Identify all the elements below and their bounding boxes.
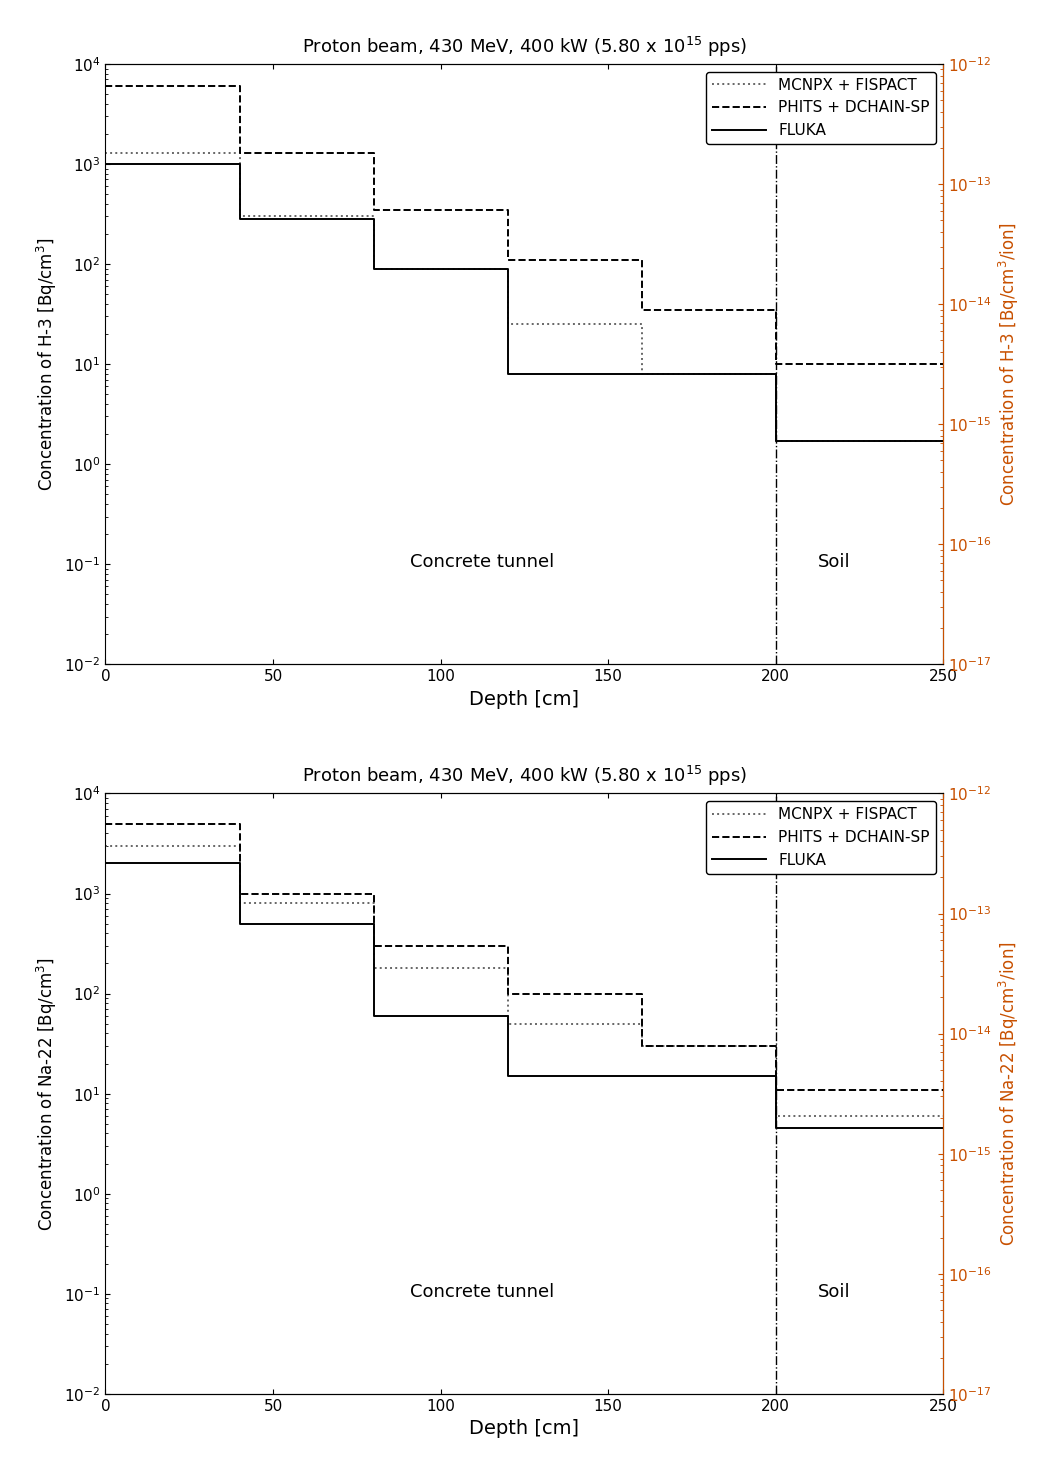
FLUKA — [770, 1119, 782, 1137]
Y-axis label: Concentration of Na-22 [Bq/cm$^3$]: Concentration of Na-22 [Bq/cm$^3$] — [35, 957, 59, 1230]
MCNPX + FISPACT — [367, 959, 380, 977]
MCNPX + FISPACT — [367, 259, 380, 277]
PHITS + DCHAIN-SP — [937, 1081, 949, 1099]
MCNPX + FISPACT — [99, 837, 112, 854]
MCNPX + FISPACT — [233, 894, 246, 912]
FLUKA — [636, 1068, 648, 1086]
MCNPX + FISPACT — [636, 1037, 648, 1055]
FLUKA — [636, 365, 648, 383]
Text: Soil: Soil — [818, 1283, 851, 1301]
FLUKA — [233, 211, 246, 228]
MCNPX + FISPACT — [636, 365, 648, 383]
MCNPX + FISPACT — [367, 894, 380, 912]
FLUKA — [233, 155, 246, 172]
Text: Soil: Soil — [818, 554, 851, 572]
PHITS + DCHAIN-SP — [502, 250, 514, 268]
Y-axis label: Concentration of Na-22 [Bq/cm$^3$/ion]: Concentration of Na-22 [Bq/cm$^3$/ion] — [997, 941, 1021, 1246]
PHITS + DCHAIN-SP — [99, 77, 112, 94]
Text: Concrete tunnel: Concrete tunnel — [411, 554, 554, 572]
PHITS + DCHAIN-SP — [770, 355, 782, 373]
MCNPX + FISPACT — [770, 1108, 782, 1125]
MCNPX + FISPACT — [937, 432, 949, 449]
MCNPX + FISPACT — [367, 208, 380, 225]
PHITS + DCHAIN-SP — [502, 985, 514, 1003]
MCNPX + FISPACT — [937, 1108, 949, 1125]
MCNPX + FISPACT — [770, 1037, 782, 1055]
PHITS + DCHAIN-SP — [233, 77, 246, 94]
PHITS + DCHAIN-SP — [770, 300, 782, 318]
FLUKA — [233, 854, 246, 872]
FLUKA — [502, 365, 514, 383]
PHITS + DCHAIN-SP — [367, 200, 380, 218]
PHITS + DCHAIN-SP — [367, 885, 380, 903]
PHITS + DCHAIN-SP — [99, 815, 112, 832]
MCNPX + FISPACT — [770, 432, 782, 449]
PHITS + DCHAIN-SP — [636, 300, 648, 318]
Y-axis label: Concentration of H-3 [Bq/cm$^3$/ion]: Concentration of H-3 [Bq/cm$^3$/ion] — [997, 222, 1021, 507]
FLUKA — [636, 365, 648, 383]
Line: PHITS + DCHAIN-SP: PHITS + DCHAIN-SP — [106, 823, 943, 1090]
MCNPX + FISPACT — [636, 315, 648, 333]
PHITS + DCHAIN-SP — [937, 355, 949, 373]
X-axis label: Depth [cm]: Depth [cm] — [470, 689, 580, 709]
Legend: MCNPX + FISPACT, PHITS + DCHAIN-SP, FLUKA: MCNPX + FISPACT, PHITS + DCHAIN-SP, FLUK… — [706, 72, 936, 144]
X-axis label: Depth [cm]: Depth [cm] — [470, 1420, 580, 1438]
Y-axis label: Concentration of H-3 [Bq/cm$^3$]: Concentration of H-3 [Bq/cm$^3$] — [35, 237, 59, 491]
MCNPX + FISPACT — [502, 1015, 514, 1033]
Line: FLUKA: FLUKA — [106, 164, 943, 440]
FLUKA — [367, 259, 380, 277]
FLUKA — [367, 1008, 380, 1025]
Line: MCNPX + FISPACT: MCNPX + FISPACT — [106, 846, 943, 1117]
PHITS + DCHAIN-SP — [636, 250, 648, 268]
PHITS + DCHAIN-SP — [770, 1037, 782, 1055]
PHITS + DCHAIN-SP — [502, 937, 514, 955]
MCNPX + FISPACT — [99, 144, 112, 162]
MCNPX + FISPACT — [233, 837, 246, 854]
Line: MCNPX + FISPACT: MCNPX + FISPACT — [106, 153, 943, 440]
Text: Concrete tunnel: Concrete tunnel — [411, 1283, 554, 1301]
MCNPX + FISPACT — [502, 259, 514, 277]
Line: FLUKA: FLUKA — [106, 863, 943, 1128]
FLUKA — [937, 432, 949, 449]
Legend: MCNPX + FISPACT, PHITS + DCHAIN-SP, FLUKA: MCNPX + FISPACT, PHITS + DCHAIN-SP, FLUK… — [706, 801, 936, 873]
Line: PHITS + DCHAIN-SP: PHITS + DCHAIN-SP — [106, 85, 943, 364]
FLUKA — [770, 1068, 782, 1086]
FLUKA — [502, 1008, 514, 1025]
FLUKA — [502, 259, 514, 277]
FLUKA — [770, 365, 782, 383]
Title: Proton beam, 430 MeV, 400 kW (5.80 x 10$^{15}$ pps): Proton beam, 430 MeV, 400 kW (5.80 x 10$… — [302, 35, 747, 59]
PHITS + DCHAIN-SP — [367, 144, 380, 162]
FLUKA — [937, 1119, 949, 1137]
FLUKA — [367, 211, 380, 228]
FLUKA — [233, 915, 246, 932]
PHITS + DCHAIN-SP — [367, 937, 380, 955]
PHITS + DCHAIN-SP — [636, 985, 648, 1003]
FLUKA — [99, 155, 112, 172]
MCNPX + FISPACT — [502, 315, 514, 333]
MCNPX + FISPACT — [233, 208, 246, 225]
FLUKA — [636, 1068, 648, 1086]
FLUKA — [770, 432, 782, 449]
PHITS + DCHAIN-SP — [233, 144, 246, 162]
PHITS + DCHAIN-SP — [233, 815, 246, 832]
MCNPX + FISPACT — [502, 959, 514, 977]
MCNPX + FISPACT — [770, 365, 782, 383]
FLUKA — [502, 1068, 514, 1086]
MCNPX + FISPACT — [636, 1015, 648, 1033]
PHITS + DCHAIN-SP — [502, 200, 514, 218]
PHITS + DCHAIN-SP — [770, 1081, 782, 1099]
PHITS + DCHAIN-SP — [233, 885, 246, 903]
FLUKA — [367, 915, 380, 932]
Title: Proton beam, 430 MeV, 400 kW (5.80 x 10$^{15}$ pps): Proton beam, 430 MeV, 400 kW (5.80 x 10$… — [302, 764, 747, 788]
FLUKA — [99, 854, 112, 872]
MCNPX + FISPACT — [233, 144, 246, 162]
PHITS + DCHAIN-SP — [636, 1037, 648, 1055]
